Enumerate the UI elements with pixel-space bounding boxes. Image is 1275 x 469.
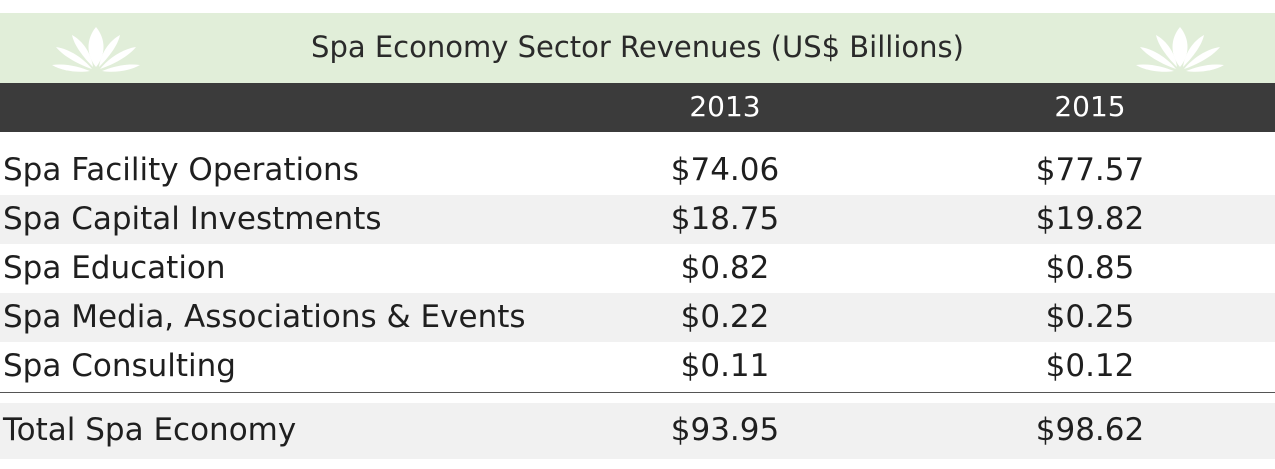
value-2013: $0.11 xyxy=(680,348,770,384)
table-row: Spa Education $0.82 $0.85 xyxy=(0,244,1275,293)
value-2013: $0.82 xyxy=(680,250,770,286)
total-divider xyxy=(0,392,1275,393)
value-2015: $0.25 xyxy=(1045,299,1135,335)
row-label: Spa Education xyxy=(3,250,226,286)
column-header-row: 2013 2015 xyxy=(0,83,1275,132)
value-2015: $77.57 xyxy=(1035,152,1145,188)
lotus-icon xyxy=(1136,27,1224,72)
value-2013: $18.75 xyxy=(670,201,780,237)
total-value-2015: $98.62 xyxy=(1035,412,1145,448)
row-label: Spa Consulting xyxy=(3,348,236,384)
table-row: Spa Consulting $0.11 $0.12 xyxy=(0,342,1275,391)
row-label: Spa Media, Associations & Events xyxy=(3,299,526,335)
table-row: Spa Capital Investments $18.75 $19.82 xyxy=(0,195,1275,244)
total-row: Total Spa Economy $93.95 $98.62 xyxy=(0,403,1275,459)
column-header-2013: 2013 xyxy=(689,90,761,123)
total-label: Total Spa Economy xyxy=(3,412,297,448)
value-2015: $19.82 xyxy=(1035,201,1145,237)
value-2013: $0.22 xyxy=(680,299,770,335)
table-title: Spa Economy Sector Revenues (US$ Billion… xyxy=(311,30,964,64)
value-2013: $74.06 xyxy=(670,152,780,188)
table-row: Spa Facility Operations $74.06 $77.57 xyxy=(0,146,1275,195)
column-header-2015: 2015 xyxy=(1054,90,1126,123)
row-label: Spa Capital Investments xyxy=(3,201,382,237)
title-band: Spa Economy Sector Revenues (US$ Billion… xyxy=(0,13,1275,83)
total-value-2013: $93.95 xyxy=(670,412,780,448)
value-2015: $0.12 xyxy=(1045,348,1135,384)
lotus-icon xyxy=(52,27,140,72)
value-2015: $0.85 xyxy=(1045,250,1135,286)
table-row: Spa Media, Associations & Events $0.22 $… xyxy=(0,293,1275,342)
row-label: Spa Facility Operations xyxy=(3,152,359,188)
